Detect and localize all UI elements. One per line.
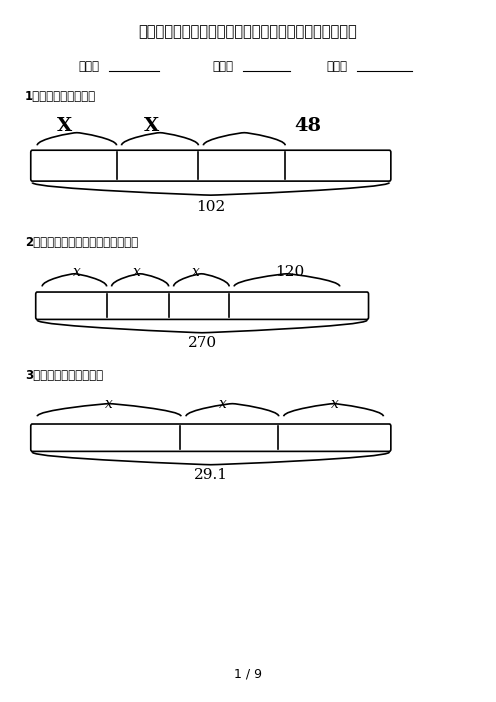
Text: x: x	[331, 397, 339, 411]
Text: x: x	[192, 265, 200, 279]
Text: 班级：: 班级：	[79, 60, 100, 73]
Text: x: x	[132, 265, 140, 279]
Text: 最新苏教版五年级数学下册看图列方程计算专项综合提高: 最新苏教版五年级数学下册看图列方程计算专项综合提高	[138, 24, 358, 39]
FancyBboxPatch shape	[36, 292, 369, 319]
Text: 2．看图列方程，并求出方程的解。: 2．看图列方程，并求出方程的解。	[25, 236, 138, 249]
Text: x: x	[105, 397, 113, 411]
FancyBboxPatch shape	[31, 150, 391, 181]
Text: 270: 270	[187, 336, 217, 350]
Text: 3．看图，列方程计算。: 3．看图，列方程计算。	[25, 369, 103, 382]
Text: 1．看图列方程计算。: 1．看图列方程计算。	[25, 91, 96, 103]
Text: 1 / 9: 1 / 9	[234, 668, 262, 680]
Text: 姓名：: 姓名：	[213, 60, 234, 73]
Text: 48: 48	[294, 117, 321, 135]
Text: 时间：: 时间：	[327, 60, 348, 73]
Text: 29.1: 29.1	[194, 468, 228, 482]
Text: 120: 120	[276, 265, 305, 279]
Text: x: x	[219, 397, 227, 411]
Text: x: x	[73, 265, 81, 279]
Text: 102: 102	[196, 200, 225, 214]
Text: X: X	[144, 117, 159, 135]
Text: X: X	[57, 117, 72, 135]
FancyBboxPatch shape	[31, 424, 391, 451]
